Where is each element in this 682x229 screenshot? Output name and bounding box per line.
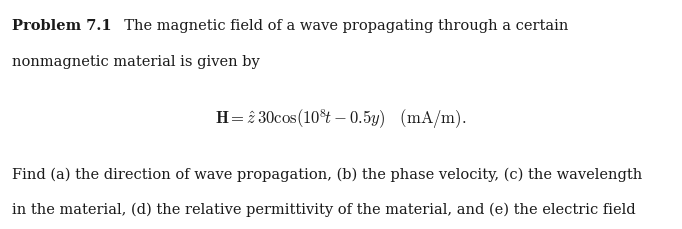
Text: Problem 7.1: Problem 7.1 — [12, 19, 112, 33]
Text: $\mathbf{H} = \hat{z}\,30\cos(10^8\!t - 0.5y)$$\quad\mathrm{(mA/m).}$: $\mathbf{H} = \hat{z}\,30\cos(10^8\!t - … — [216, 108, 466, 131]
Text: The magnetic field of a wave propagating through a certain: The magnetic field of a wave propagating… — [115, 19, 568, 33]
Text: nonmagnetic material is given by: nonmagnetic material is given by — [12, 55, 260, 69]
Text: Find (a) the direction of wave propagation, (b) the phase velocity, (c) the wave: Find (a) the direction of wave propagati… — [12, 167, 642, 182]
Text: in the material, (d) the relative permittivity of the material, and (e) the elec: in the material, (d) the relative permit… — [12, 203, 636, 217]
